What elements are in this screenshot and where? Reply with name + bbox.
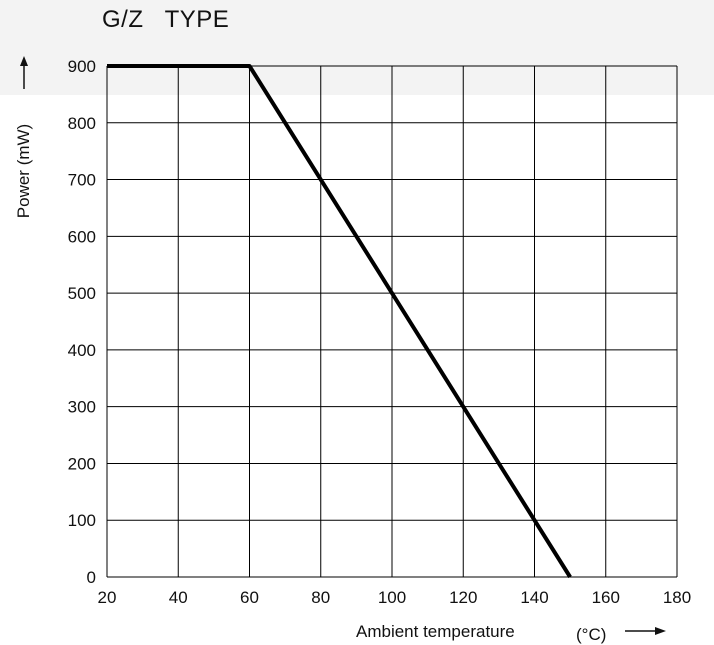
y-tick-label: 900 <box>68 57 96 76</box>
y-axis-title: Power (mW) <box>14 56 33 218</box>
x-axis-arrow-head <box>655 627 666 635</box>
y-axis-arrow-head <box>20 56 28 66</box>
y-tick-labels: 0 100 200 300 400 500 600 700 800 900 <box>68 57 96 587</box>
y-tick-label: 200 <box>68 454 96 473</box>
y-tick-label: 500 <box>68 284 96 303</box>
x-axis-title: Ambient temperature (°C) <box>356 622 666 644</box>
title-band <box>0 0 714 95</box>
y-tick-label: 400 <box>68 341 96 360</box>
y-tick-label: 600 <box>68 227 96 246</box>
x-tick-labels: 20 40 60 80 100 120 140 160 180 <box>98 588 692 607</box>
x-tick-label: 180 <box>663 588 691 607</box>
y-tick-label: 800 <box>68 114 96 133</box>
y-tick-label: 100 <box>68 511 96 530</box>
x-tick-label: 40 <box>169 588 188 607</box>
x-tick-label: 60 <box>240 588 259 607</box>
chart-title: G/Z TYPE <box>102 6 230 33</box>
series <box>107 64 572 579</box>
y-axis-label: Power (mW) <box>14 124 33 218</box>
x-axis-unit: (°C) <box>576 625 606 644</box>
y-tick-label: 700 <box>68 171 96 190</box>
x-tick-label: 20 <box>98 588 117 607</box>
x-tick-label: 140 <box>520 588 548 607</box>
y-tick-label: 300 <box>68 398 96 417</box>
x-tick-label: 100 <box>378 588 406 607</box>
x-tick-label: 80 <box>311 588 330 607</box>
x-tick-label: 160 <box>592 588 620 607</box>
grid <box>106 65 678 578</box>
x-axis-label: Ambient temperature <box>356 622 515 641</box>
y-tick-label: 0 <box>87 568 96 587</box>
series-line <box>107 64 572 579</box>
x-tick-label: 120 <box>449 588 477 607</box>
